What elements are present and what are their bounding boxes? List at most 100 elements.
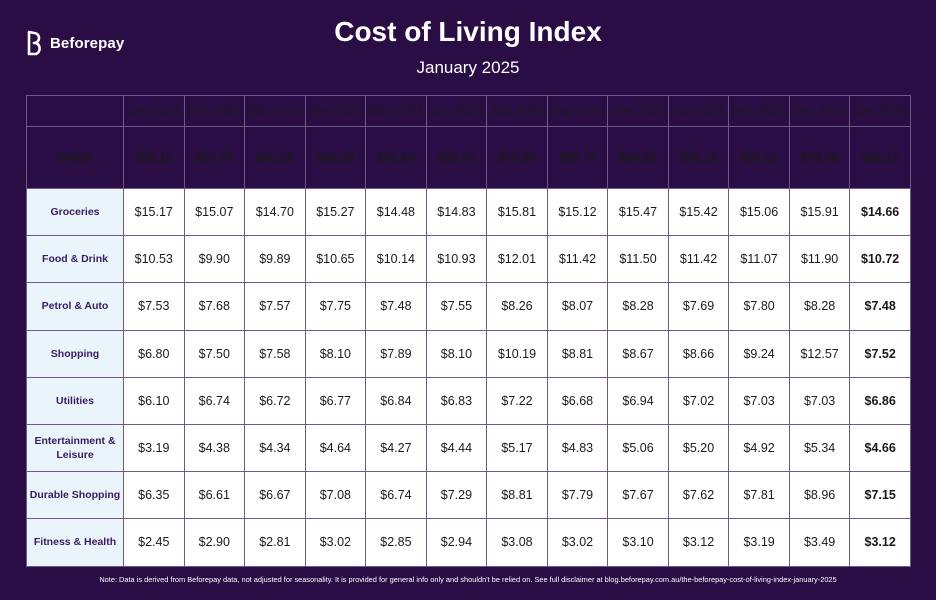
table-cell: $4.27 xyxy=(365,423,427,473)
table-cell: $7.02 xyxy=(667,376,730,425)
category-label: Entertainment & Leisure xyxy=(26,423,124,473)
column-header: Apr 2024 xyxy=(304,95,367,127)
table-cell: $4.34 xyxy=(244,423,306,473)
category-label: Food & Drink xyxy=(26,235,124,284)
column-header: July 2024 xyxy=(486,95,548,127)
table-cell: $7.80 xyxy=(728,282,790,331)
table-cell: $6.94 xyxy=(607,376,669,425)
index-label: Index xyxy=(26,126,124,189)
table-cell: $11.07 xyxy=(728,235,790,284)
corner-cell xyxy=(26,95,124,127)
table-cell: $7.53 xyxy=(123,282,185,331)
table-cell: $5.06 xyxy=(607,423,669,473)
index-value: $62.17 xyxy=(849,126,911,189)
table-cell: $14.66 xyxy=(849,187,911,237)
table-cell: $15.81 xyxy=(486,187,548,237)
table-cell: $15.27 xyxy=(304,187,367,237)
table-cell: $7.52 xyxy=(849,329,911,378)
table-cell: $7.55 xyxy=(425,282,488,331)
table-cell: $6.61 xyxy=(183,471,246,520)
table-cell: $3.10 xyxy=(607,518,669,567)
table-cell: $5.17 xyxy=(486,423,548,473)
table-cell: $3.19 xyxy=(728,518,790,567)
table-cell: $7.67 xyxy=(607,471,669,520)
table-cell: $4.38 xyxy=(183,423,246,473)
table-cell: $15.42 xyxy=(667,187,730,237)
column-header: May 2024 xyxy=(365,95,427,127)
index-value: $73.48 xyxy=(788,126,851,189)
table-cell: $7.22 xyxy=(486,376,548,425)
table-cell: $15.12 xyxy=(546,187,609,237)
table-cell: $7.48 xyxy=(365,282,427,331)
table-cell: $6.10 xyxy=(123,376,185,425)
category-label: Petrol & Auto xyxy=(26,282,124,331)
index-value: $65.74 xyxy=(546,126,609,189)
table-cell: $2.94 xyxy=(425,518,488,567)
table-cell: $7.81 xyxy=(728,471,790,520)
cost-of-living-table: Jan 2024 Feb 2024 Mar 2024 Apr 2024 May 2024… xyxy=(26,95,911,567)
table-cell: $11.42 xyxy=(546,235,609,284)
table-cell: $3.02 xyxy=(304,518,367,567)
table-cell: $3.12 xyxy=(667,518,730,567)
index-value: $66.15 xyxy=(667,126,730,189)
table-cell: $8.28 xyxy=(607,282,669,331)
category-label: Shopping xyxy=(26,329,124,378)
column-header: Jan 2024 xyxy=(123,95,185,127)
index-value: $70.55 xyxy=(486,126,548,189)
category-label: Groceries xyxy=(26,187,124,237)
column-header: Mar 2024 xyxy=(244,95,306,127)
table-row: Fitness & Health $2.45 $2.90 $2.81 $3.02 $2.8… xyxy=(26,518,911,567)
index-row: Index $58.12 $60.78 $60.28 $63.28 $60.69 $62.… xyxy=(26,126,911,189)
table-row: Utilities $6.10 $6.74 $6.72 $6.77 $6.84 $6.83 $… xyxy=(26,376,911,425)
table-cell: $4.92 xyxy=(728,423,790,473)
index-value: $58.12 xyxy=(123,126,185,189)
beforepay-logo-icon xyxy=(27,30,41,56)
table-cell: $15.07 xyxy=(183,187,246,237)
table-cell: $8.10 xyxy=(425,329,488,378)
table-cell: $8.28 xyxy=(788,282,851,331)
column-header: Dec 2024 xyxy=(788,95,851,127)
column-header: Aug 2024 xyxy=(546,95,609,127)
table-cell: $7.29 xyxy=(425,471,488,520)
table-cell: $7.79 xyxy=(546,471,609,520)
index-value: $66.69 xyxy=(607,126,669,189)
table-cell: $4.66 xyxy=(849,423,911,473)
table-cell: $10.14 xyxy=(365,235,427,284)
column-header: Sep 2024 xyxy=(607,95,669,127)
table-cell: $8.07 xyxy=(546,282,609,331)
table-row: Groceries $15.17 $15.07 $14.70 $15.27 $14.48 $… xyxy=(26,187,911,237)
table-cell: $6.68 xyxy=(546,376,609,425)
table-cell: $8.10 xyxy=(304,329,367,378)
table-cell: $15.06 xyxy=(728,187,790,237)
table-cell: $9.24 xyxy=(728,329,790,378)
table-cell: $4.83 xyxy=(546,423,609,473)
table-cell: $8.81 xyxy=(546,329,609,378)
table-cell: $7.57 xyxy=(244,282,306,331)
table-cell: $6.80 xyxy=(123,329,185,378)
page-subtitle: January 2025 xyxy=(416,58,520,77)
table-cell: $7.03 xyxy=(788,376,851,425)
table-row: Durable Shopping $6.35 $6.61 $6.67 $7.08 $6.7… xyxy=(26,471,911,520)
table-cell: $5.20 xyxy=(667,423,730,473)
table-cell: $8.66 xyxy=(667,329,730,378)
category-label: Utilities xyxy=(26,376,124,425)
table-cell: $10.53 xyxy=(123,235,185,284)
table-row: Petrol & Auto $7.53 $7.68 $7.57 $7.75 $7.48 $7… xyxy=(26,282,911,331)
table-cell: $3.02 xyxy=(546,518,609,567)
table-cell: $6.72 xyxy=(244,376,306,425)
column-header: Feb 2024 xyxy=(183,95,246,127)
table-cell: $7.75 xyxy=(304,282,367,331)
table-cell: $15.91 xyxy=(788,187,851,237)
table-cell: $14.70 xyxy=(244,187,306,237)
table-cell: $11.42 xyxy=(667,235,730,284)
table-row: Food & Drink $10.53 $9.90 $9.89 $10.65 $10.14… xyxy=(26,235,911,284)
table-cell: $10.72 xyxy=(849,235,911,284)
table-cell: $4.64 xyxy=(304,423,367,473)
column-header: Oct 2024 xyxy=(667,95,730,127)
column-header: Nov 2024 xyxy=(728,95,790,127)
table-cell: $8.26 xyxy=(486,282,548,331)
table-cell: $15.17 xyxy=(123,187,185,237)
table-cell: $3.08 xyxy=(486,518,548,567)
table-row: Entertainment & Leisure $3.19 $4.38 $4.34 $4… xyxy=(26,423,911,473)
category-label: Durable Shopping xyxy=(26,471,124,520)
